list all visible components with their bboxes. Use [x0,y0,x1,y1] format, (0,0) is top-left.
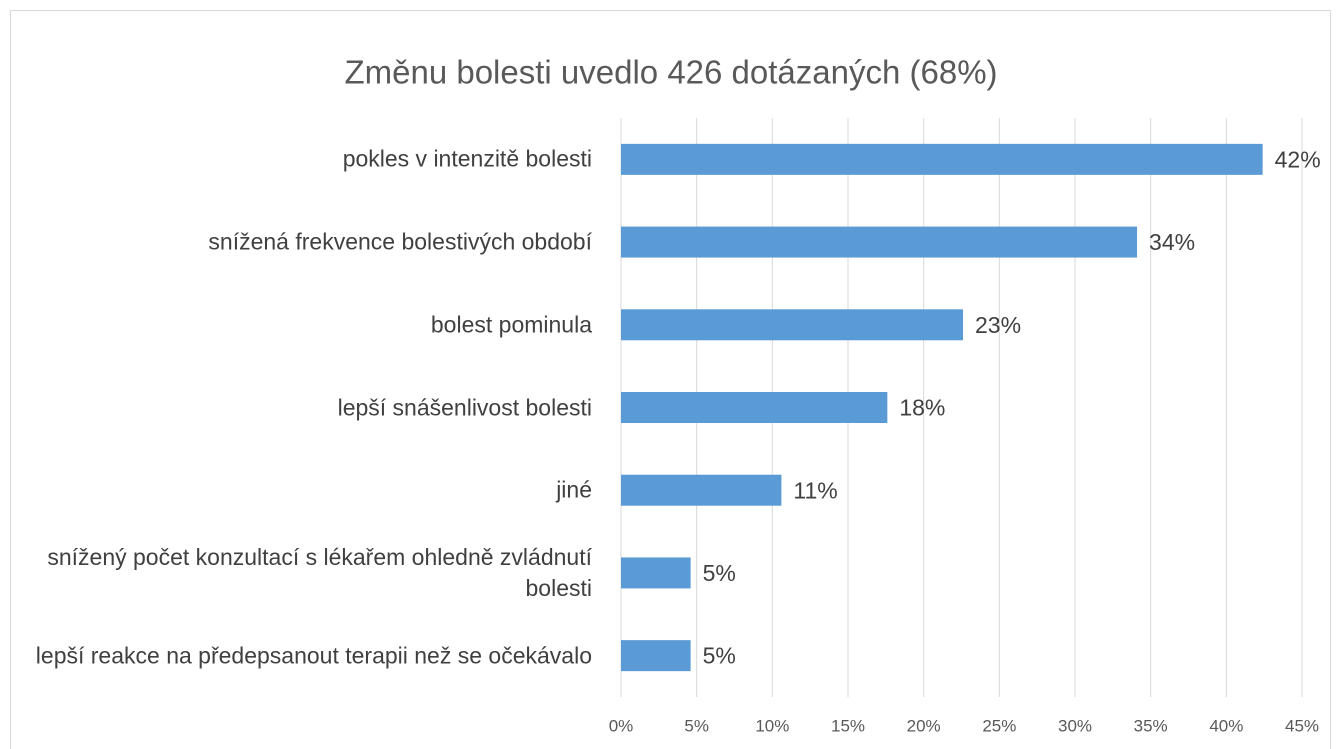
value-label: 11% [793,477,837,503]
bar [621,143,1263,175]
x-tick-label: 35% [1134,716,1168,735]
y-tick-label: snížený počet konzultací s lékařem ohled… [47,543,592,601]
y-tick-label: jiné [556,476,592,503]
bar [621,309,964,341]
y-tick-label: lepší snášenlivost bolesti [337,394,592,420]
bar [621,474,782,506]
value-label: 23% [975,312,1021,338]
y-tick-label: snížená frekvence bolestivých období [208,228,592,255]
value-label: 5% [703,560,736,586]
y-tick-label: bolest pominula [430,311,592,338]
y-tick-label: lepší reakce na předepsanout terapii než… [35,642,592,669]
x-tick-label: 20% [907,716,941,735]
x-tick-label: 25% [982,716,1016,735]
x-tick-label: 5% [684,716,709,735]
value-label: 42% [1275,146,1321,172]
value-label: 34% [1149,229,1195,255]
chart-border [10,10,1331,749]
bar [621,640,691,672]
value-label: 5% [703,643,736,669]
x-tick-label: 40% [1209,716,1243,735]
x-tick-label: 10% [755,716,789,735]
x-tick-label: 0% [609,716,634,735]
x-tick-label: 15% [831,716,865,735]
value-label: 18% [899,395,945,421]
x-tick-label: 45% [1285,716,1319,735]
y-tick-label: pokles v intenzitě bolesti [342,145,592,172]
chart-title: Změnu bolesti uvedlo 426 dotázaných (68%… [344,54,997,91]
bar [621,392,888,423]
bar [621,226,1138,258]
x-tick-label: 30% [1058,716,1092,735]
bar [621,557,691,589]
